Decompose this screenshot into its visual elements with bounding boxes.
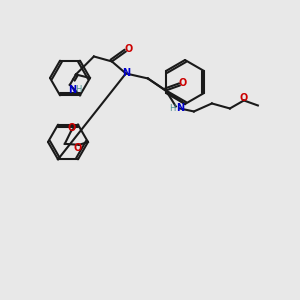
Text: O: O [74, 143, 82, 153]
Text: N: N [68, 85, 76, 95]
Text: N: N [176, 103, 184, 113]
Text: H: H [75, 85, 81, 94]
Text: O: O [179, 79, 187, 88]
Text: H: H [169, 104, 175, 113]
Text: O: O [240, 94, 248, 103]
Text: N: N [122, 68, 130, 79]
Text: O: O [68, 123, 76, 133]
Text: O: O [125, 44, 133, 55]
